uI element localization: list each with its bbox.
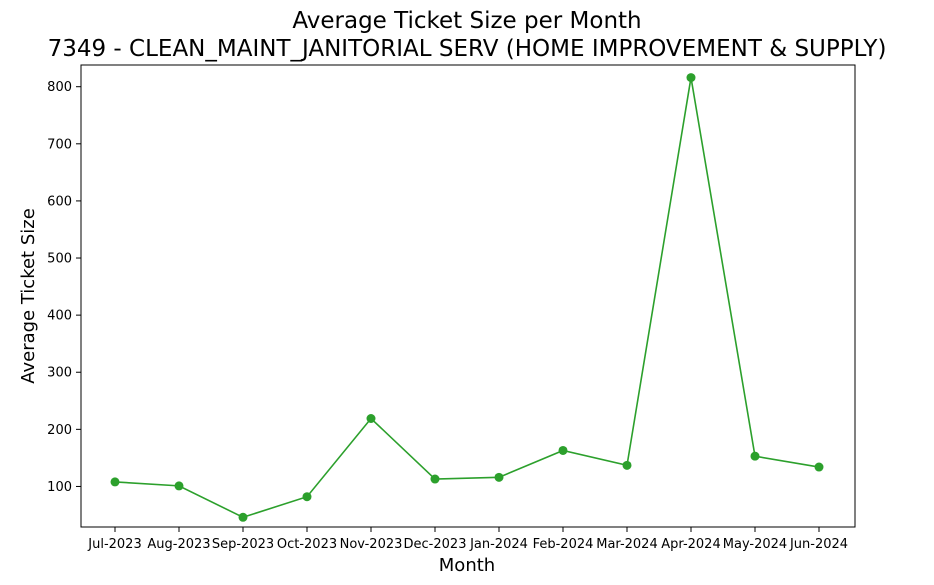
data-point: [174, 481, 184, 491]
data-point: [622, 460, 632, 470]
data-point: [558, 445, 568, 455]
y-tick-label: 600: [47, 194, 72, 209]
y-axis-label: Average Ticket Size: [18, 208, 39, 384]
x-tick-label: Jan-2024: [469, 537, 528, 552]
x-tick-label: Feb-2024: [533, 537, 594, 552]
x-axis: Jul-2023 Aug-2023 Sep-2023 Oct-2023 Nov-2023…: [87, 527, 848, 552]
chart-title: Average Ticket Size per Month: [292, 8, 641, 34]
x-tick-label: May-2024: [723, 537, 787, 552]
y-tick-label: 800: [47, 80, 72, 95]
data-point: [430, 474, 440, 484]
data-point: [814, 462, 824, 472]
x-tick-label: Dec-2023: [404, 537, 467, 552]
data-points: [110, 73, 824, 522]
x-tick-label: Jul-2023: [87, 537, 141, 552]
x-axis-label: Month: [439, 555, 495, 576]
x-tick-label: Jun-2024: [789, 537, 848, 552]
x-tick-label: Apr-2024: [661, 537, 720, 552]
data-point: [110, 477, 120, 487]
y-tick-label: 500: [47, 252, 72, 267]
data-point: [238, 512, 248, 522]
plot-area-frame: [80, 64, 856, 528]
y-tick-label: 300: [47, 366, 72, 381]
data-point: [686, 73, 696, 83]
x-tick-label: Nov-2023: [340, 537, 403, 552]
x-tick-label: Mar-2024: [596, 537, 657, 552]
chart-subtitle: 7349 - CLEAN_MAINT_JANITORIAL SERV (HOME…: [48, 36, 887, 62]
y-axis: 100 200 300 400 500 600 700 800: [47, 80, 81, 495]
y-tick-label: 200: [47, 423, 72, 438]
x-tick-label: Aug-2023: [147, 537, 210, 552]
data-point: [366, 413, 376, 423]
x-tick-label: Sep-2023: [212, 537, 274, 552]
data-point: [750, 451, 760, 461]
x-tick-label: Oct-2023: [277, 537, 337, 552]
series-line: [114, 77, 820, 519]
data-point: [494, 472, 504, 482]
data-point: [302, 492, 312, 502]
y-tick-label: 100: [47, 480, 72, 495]
y-tick-label: 700: [47, 137, 72, 152]
y-tick-label: 400: [47, 309, 72, 324]
